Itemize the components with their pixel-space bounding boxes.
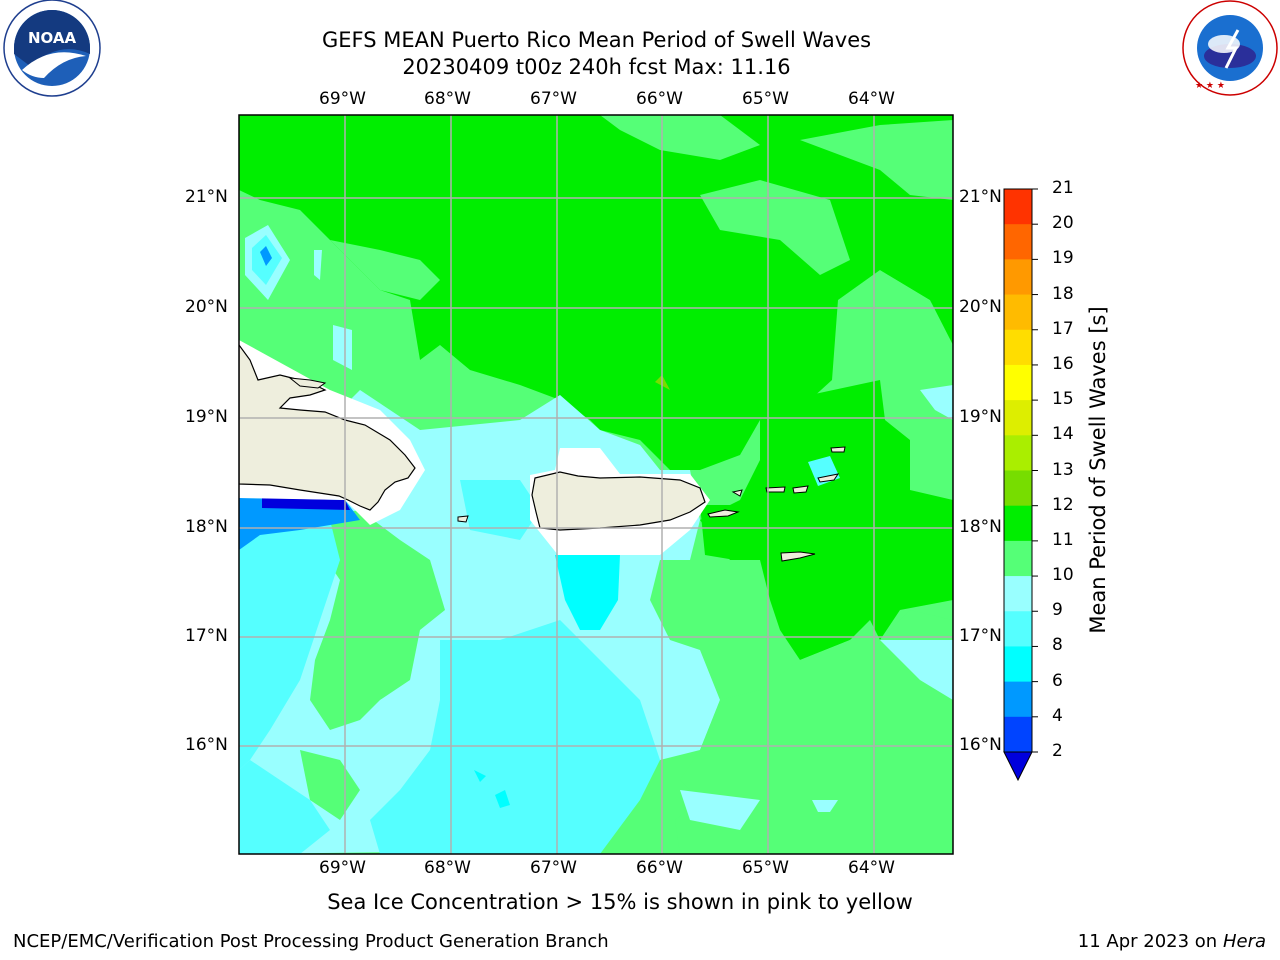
colorbar-swatch bbox=[1004, 576, 1032, 612]
lon-label-bottom: 65°W bbox=[742, 858, 789, 878]
lon-label-top: 69°W bbox=[319, 89, 366, 109]
colorbar-swatch bbox=[1004, 470, 1032, 507]
lat-label-left: 16°N bbox=[185, 735, 228, 755]
colorbar-swatch bbox=[1004, 294, 1032, 331]
lat-label-left: 20°N bbox=[185, 297, 228, 317]
lon-label-bottom: 66°W bbox=[636, 858, 683, 878]
nws-logo: ★ ★ ★ bbox=[1182, 0, 1278, 96]
colorbar-swatch bbox=[1004, 400, 1032, 436]
colorbar-tick-label: 13 bbox=[1052, 459, 1074, 480]
colorbar-swatch bbox=[1004, 329, 1032, 366]
colorbar-tick-label: 21 bbox=[1052, 178, 1074, 198]
colorbar bbox=[1003, 188, 1038, 782]
lat-label-right: 18°N bbox=[959, 517, 1002, 537]
colorbar-tick-label: 20 bbox=[1052, 213, 1074, 234]
lon-label-bottom: 64°W bbox=[848, 858, 895, 878]
svg-text:★ ★ ★: ★ ★ ★ bbox=[1195, 81, 1225, 91]
colorbar-tick-label: 2 bbox=[1052, 741, 1063, 761]
colorbar-tick-label: 9 bbox=[1052, 600, 1063, 621]
lon-label-top: 64°W bbox=[848, 89, 895, 109]
colorbar-tick-label: 10 bbox=[1052, 565, 1074, 586]
map-subtitle: 20230409 t00z 240h fcst Max: 11.16 bbox=[402, 55, 791, 79]
colorbar-swatch bbox=[1004, 611, 1032, 647]
colorbar-tick-label: 18 bbox=[1052, 283, 1074, 304]
colorbar-swatch bbox=[1004, 716, 1032, 753]
graticule bbox=[239, 115, 953, 854]
lon-label-top: 66°W bbox=[636, 89, 683, 109]
lon-label-bottom: 69°W bbox=[319, 858, 366, 878]
lon-label-bottom: 68°W bbox=[424, 858, 471, 878]
colorbar-tick-label: 19 bbox=[1052, 248, 1074, 269]
lat-label-left: 21°N bbox=[185, 187, 228, 207]
lon-label-top: 65°W bbox=[742, 89, 789, 109]
noaa-logo: NOAA bbox=[3, 0, 101, 97]
colorbar-title: Mean Period of Swell Waves [s] bbox=[1086, 306, 1110, 634]
map-title: GEFS MEAN Puerto Rico Mean Period of Swe… bbox=[321, 28, 872, 52]
footer-date-text: 11 Apr 2023 on bbox=[1077, 931, 1223, 952]
colorbar-tick-label: 17 bbox=[1052, 318, 1074, 339]
colorbar-swatch bbox=[1004, 505, 1032, 542]
colorbar-swatch bbox=[1004, 259, 1032, 296]
lon-label-bottom: 67°W bbox=[530, 858, 577, 878]
lat-label-left: 17°N bbox=[185, 626, 228, 646]
lat-label-left: 18°N bbox=[185, 517, 228, 537]
lat-label-right: 20°N bbox=[959, 297, 1002, 317]
lat-label-right: 21°N bbox=[959, 187, 1002, 207]
lat-label-right: 17°N bbox=[959, 626, 1002, 646]
footer-date: 11 Apr 2023 on Hera bbox=[1078, 931, 1266, 952]
colorbar-tick-label: 12 bbox=[1052, 494, 1074, 515]
lon-label-top: 68°W bbox=[424, 89, 471, 109]
lat-label-right: 19°N bbox=[959, 407, 1002, 427]
colorbar-swatch bbox=[1004, 435, 1032, 471]
map-area bbox=[239, 115, 953, 854]
colorbar-tick-label: 16 bbox=[1052, 353, 1074, 374]
colorbar-tick-label: 6 bbox=[1052, 670, 1063, 691]
colorbar-tick-label: 4 bbox=[1052, 705, 1063, 726]
colorbar-tick-label: 11 bbox=[1052, 529, 1074, 550]
colorbar-tick-label: 8 bbox=[1052, 635, 1063, 656]
colorbar-swatch bbox=[1004, 681, 1032, 718]
sea-ice-note: Sea Ice Concentration > 15% is shown in … bbox=[327, 890, 913, 914]
colorbar-swatch bbox=[1004, 224, 1032, 260]
colorbar-tick-label: 14 bbox=[1052, 424, 1074, 445]
colorbar-swatch bbox=[1004, 540, 1032, 577]
colorbar-swatch bbox=[1004, 364, 1032, 401]
noaa-logo-text: NOAA bbox=[28, 29, 77, 47]
footer-machine: Hera bbox=[1222, 931, 1266, 952]
colorbar-tick-label: 15 bbox=[1052, 389, 1074, 410]
map-frame bbox=[238, 114, 954, 855]
colorbar-swatch bbox=[1004, 189, 1032, 225]
lat-label-left: 19°N bbox=[185, 407, 228, 427]
colorbar-swatch bbox=[1004, 646, 1032, 683]
colorbar-extend-arrow bbox=[1003, 751, 1033, 782]
lon-label-top: 67°W bbox=[530, 89, 577, 109]
footer-credit: NCEP/EMC/Verification Post Processing Pr… bbox=[13, 931, 609, 952]
lat-label-right: 16°N bbox=[959, 735, 1002, 755]
